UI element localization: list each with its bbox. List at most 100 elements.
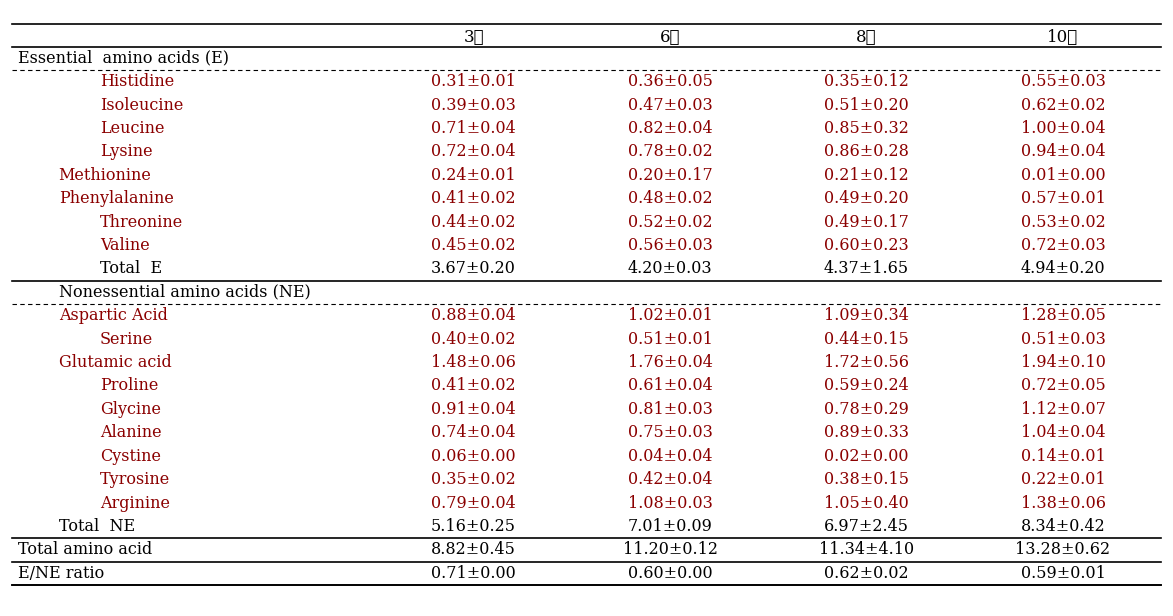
Text: 0.41±0.02: 0.41±0.02 (432, 190, 516, 207)
Text: Phenylalanine: Phenylalanine (59, 190, 174, 207)
Text: 0.82±0.04: 0.82±0.04 (628, 120, 712, 137)
Text: 0.31±0.01: 0.31±0.01 (432, 73, 516, 90)
Text: 8월: 8월 (856, 29, 877, 46)
Text: 8.34±0.42: 8.34±0.42 (1021, 518, 1105, 535)
Text: 0.21±0.12: 0.21±0.12 (825, 167, 909, 184)
Text: 4.37±1.65: 4.37±1.65 (823, 261, 909, 277)
Text: 0.57±0.01: 0.57±0.01 (1021, 190, 1105, 207)
Text: 0.75±0.03: 0.75±0.03 (628, 424, 712, 441)
Text: Methionine: Methionine (59, 167, 151, 184)
Text: E/NE ratio: E/NE ratio (18, 565, 104, 582)
Text: 0.06±0.00: 0.06±0.00 (432, 448, 516, 464)
Text: 7.01±0.09: 7.01±0.09 (628, 518, 712, 535)
Text: Tyrosine: Tyrosine (100, 471, 170, 488)
Text: 0.35±0.12: 0.35±0.12 (825, 73, 909, 90)
Text: 0.55±0.03: 0.55±0.03 (1021, 73, 1105, 90)
Text: 4.94±0.20: 4.94±0.20 (1021, 261, 1105, 277)
Text: Isoleucine: Isoleucine (100, 97, 183, 113)
Text: 0.44±0.15: 0.44±0.15 (825, 331, 909, 347)
Text: 8.82±0.45: 8.82±0.45 (432, 541, 516, 558)
Text: 0.72±0.04: 0.72±0.04 (432, 144, 516, 160)
Text: 0.56±0.03: 0.56±0.03 (628, 237, 712, 254)
Text: 5.16±0.25: 5.16±0.25 (432, 518, 516, 535)
Text: Serine: Serine (100, 331, 152, 347)
Text: 11.20±0.12: 11.20±0.12 (623, 541, 718, 558)
Text: Histidine: Histidine (100, 73, 174, 90)
Text: 0.02±0.00: 0.02±0.00 (825, 448, 909, 464)
Text: 1.38±0.06: 1.38±0.06 (1021, 495, 1105, 511)
Text: Aspartic Acid: Aspartic Acid (59, 307, 168, 324)
Text: 0.59±0.01: 0.59±0.01 (1021, 565, 1105, 582)
Text: 11.34±4.10: 11.34±4.10 (819, 541, 914, 558)
Text: 0.22±0.01: 0.22±0.01 (1021, 471, 1105, 488)
Text: Lysine: Lysine (100, 144, 152, 160)
Text: 0.44±0.02: 0.44±0.02 (432, 214, 516, 230)
Text: 3.67±0.20: 3.67±0.20 (432, 261, 516, 277)
Text: Cystine: Cystine (100, 448, 161, 464)
Text: 1.02±0.01: 1.02±0.01 (628, 307, 712, 324)
Text: 0.04±0.04: 0.04±0.04 (628, 448, 712, 464)
Text: Total  NE: Total NE (59, 518, 135, 535)
Text: 0.14±0.01: 0.14±0.01 (1021, 448, 1105, 464)
Text: 0.78±0.02: 0.78±0.02 (628, 144, 712, 160)
Text: 0.52±0.02: 0.52±0.02 (628, 214, 712, 230)
Text: 0.35±0.02: 0.35±0.02 (432, 471, 516, 488)
Text: 1.28±0.05: 1.28±0.05 (1021, 307, 1105, 324)
Text: 0.49±0.20: 0.49±0.20 (825, 190, 909, 207)
Text: 0.61±0.04: 0.61±0.04 (628, 378, 712, 394)
Text: 0.45±0.02: 0.45±0.02 (432, 237, 516, 254)
Text: Glycine: Glycine (100, 401, 161, 418)
Text: 1.00±0.04: 1.00±0.04 (1021, 120, 1105, 137)
Text: 1.94±0.10: 1.94±0.10 (1021, 354, 1105, 371)
Text: Proline: Proline (100, 378, 158, 394)
Text: 0.78±0.29: 0.78±0.29 (825, 401, 909, 418)
Text: Valine: Valine (100, 237, 149, 254)
Text: 0.51±0.03: 0.51±0.03 (1021, 331, 1105, 347)
Text: 0.89±0.33: 0.89±0.33 (825, 424, 909, 441)
Text: 1.72±0.56: 1.72±0.56 (825, 354, 909, 371)
Text: 0.74±0.04: 0.74±0.04 (432, 424, 516, 441)
Text: 0.49±0.17: 0.49±0.17 (825, 214, 909, 230)
Text: 0.79±0.04: 0.79±0.04 (432, 495, 516, 511)
Text: 1.12±0.07: 1.12±0.07 (1021, 401, 1105, 418)
Text: 0.53±0.02: 0.53±0.02 (1021, 214, 1105, 230)
Text: Threonine: Threonine (100, 214, 183, 230)
Text: 0.62±0.02: 0.62±0.02 (825, 565, 909, 582)
Text: 4.20±0.03: 4.20±0.03 (628, 261, 712, 277)
Text: 0.71±0.04: 0.71±0.04 (432, 120, 516, 137)
Text: 0.40±0.02: 0.40±0.02 (432, 331, 516, 347)
Text: Arginine: Arginine (100, 495, 170, 511)
Text: 0.51±0.01: 0.51±0.01 (628, 331, 712, 347)
Text: 13.28±0.62: 13.28±0.62 (1016, 541, 1111, 558)
Text: 1.76±0.04: 1.76±0.04 (628, 354, 712, 371)
Text: 0.39±0.03: 0.39±0.03 (432, 97, 516, 113)
Text: 1.48±0.06: 1.48±0.06 (432, 354, 516, 371)
Text: 0.59±0.24: 0.59±0.24 (825, 378, 909, 394)
Text: 0.91±0.04: 0.91±0.04 (432, 401, 516, 418)
Text: 0.42±0.04: 0.42±0.04 (628, 471, 712, 488)
Text: 1.05±0.40: 1.05±0.40 (825, 495, 909, 511)
Text: 6월: 6월 (660, 29, 680, 46)
Text: 0.47±0.03: 0.47±0.03 (628, 97, 712, 113)
Text: 0.94±0.04: 0.94±0.04 (1021, 144, 1105, 160)
Text: 0.24±0.01: 0.24±0.01 (432, 167, 516, 184)
Text: Essential  amino acids (E): Essential amino acids (E) (18, 50, 229, 67)
Text: 1.09±0.34: 1.09±0.34 (825, 307, 909, 324)
Text: 0.51±0.20: 0.51±0.20 (825, 97, 909, 113)
Text: Total  E: Total E (100, 261, 162, 277)
Text: 0.85±0.32: 0.85±0.32 (825, 120, 909, 137)
Text: Glutamic acid: Glutamic acid (59, 354, 171, 371)
Text: 0.62±0.02: 0.62±0.02 (1021, 97, 1105, 113)
Text: 0.36±0.05: 0.36±0.05 (628, 73, 712, 90)
Text: Nonessential amino acids (NE): Nonessential amino acids (NE) (59, 284, 311, 301)
Text: 1.04±0.04: 1.04±0.04 (1021, 424, 1105, 441)
Text: 0.41±0.02: 0.41±0.02 (432, 378, 516, 394)
Text: 0.88±0.04: 0.88±0.04 (432, 307, 516, 324)
Text: Alanine: Alanine (100, 424, 162, 441)
Text: 3월: 3월 (463, 29, 484, 46)
Text: 1.08±0.03: 1.08±0.03 (628, 495, 712, 511)
Text: 0.38±0.15: 0.38±0.15 (825, 471, 909, 488)
Text: 0.86±0.28: 0.86±0.28 (825, 144, 909, 160)
Text: 0.60±0.23: 0.60±0.23 (825, 237, 909, 254)
Text: 6.97±2.45: 6.97±2.45 (825, 518, 909, 535)
